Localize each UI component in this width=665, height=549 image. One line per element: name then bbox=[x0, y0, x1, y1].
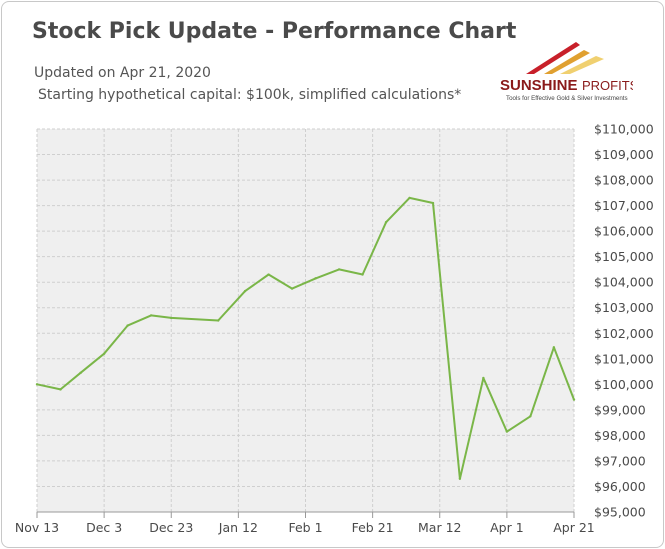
data-point bbox=[572, 398, 576, 401]
y-tick-label: $108,000 bbox=[594, 173, 654, 188]
data-point bbox=[458, 477, 462, 481]
chart-subtitle-date: Updated on Apr 21, 2020 bbox=[34, 65, 211, 81]
y-tick-label: $96,000 bbox=[594, 479, 646, 494]
x-tick-label: Jan 12 bbox=[218, 520, 258, 535]
chart-subtitle-capital: Starting hypothetical capital: $100k, si… bbox=[38, 87, 462, 103]
y-tick-label: $103,000 bbox=[594, 300, 654, 315]
series-layer bbox=[35, 196, 576, 481]
data-point bbox=[505, 430, 509, 433]
x-tick-label: Apr 21 bbox=[553, 520, 595, 535]
y-tick-label: $110,000 bbox=[594, 122, 654, 137]
data-point bbox=[384, 220, 388, 224]
x-tick-label: Feb 1 bbox=[288, 520, 322, 535]
y-tick-label: $109,000 bbox=[594, 147, 654, 162]
y-tick-label: $104,000 bbox=[594, 275, 654, 290]
grid-layer bbox=[36, 128, 575, 513]
data-point bbox=[408, 196, 411, 200]
x-tick-label: Mar 12 bbox=[418, 520, 461, 535]
y-tick-label: $106,000 bbox=[594, 224, 654, 239]
x-tick-label: Dec 23 bbox=[149, 520, 193, 535]
data-point bbox=[35, 383, 39, 386]
data-point bbox=[217, 319, 220, 322]
y-tick-label: $102,000 bbox=[594, 326, 654, 341]
x-tick-label: Apr 1 bbox=[490, 520, 524, 535]
data-point bbox=[149, 314, 153, 317]
logo-brand-bold: SUNSHINE bbox=[500, 77, 578, 94]
data-point bbox=[482, 376, 485, 380]
x-axis: Nov 13 Dec 3 Dec 23 Jan 12 Feb 1 Feb 21 Mar 12… bbox=[15, 511, 595, 535]
data-point bbox=[267, 273, 270, 276]
data-point bbox=[290, 287, 294, 290]
y-tick-label: $95,000 bbox=[594, 505, 646, 520]
sunshine-profits-logo: SUNSHINE PROFITS Tools for Effective Gol… bbox=[500, 42, 633, 102]
data-point bbox=[126, 324, 129, 327]
y-axis: $95,000 $96,000 $97,000 $98,000 $99,000 $100,… bbox=[594, 122, 654, 520]
y-tick-label: $107,000 bbox=[594, 198, 654, 213]
y-tick-label: $97,000 bbox=[594, 453, 646, 468]
y-tick-label: $98,000 bbox=[594, 428, 646, 443]
data-point bbox=[337, 268, 341, 271]
y-tick-label: $105,000 bbox=[594, 249, 654, 264]
data-point bbox=[552, 346, 556, 349]
data-point bbox=[314, 277, 317, 280]
data-point bbox=[529, 415, 532, 418]
logo-tagline: Tools for Effective Gold & Silver Invest… bbox=[506, 95, 628, 102]
chart-title: Stock Pick Update - Performance Chart bbox=[32, 19, 517, 44]
y-tick-label: $101,000 bbox=[594, 351, 654, 366]
logo-brand-light: PROFITS bbox=[582, 78, 633, 93]
data-point bbox=[170, 316, 173, 320]
logo-swoosh-red bbox=[526, 42, 580, 74]
data-point bbox=[79, 371, 82, 375]
data-point bbox=[243, 289, 247, 293]
y-tick-label: $99,000 bbox=[594, 402, 646, 417]
data-point bbox=[102, 352, 106, 355]
data-point bbox=[361, 273, 364, 276]
x-tick-label: Feb 21 bbox=[352, 520, 394, 535]
y-tick-label: $100,000 bbox=[594, 377, 654, 392]
logo-swoosh-yellow bbox=[560, 56, 604, 74]
logo-swoosh-orange bbox=[544, 50, 590, 74]
x-tick-label: Nov 13 bbox=[15, 520, 59, 535]
x-tick-label: Dec 3 bbox=[86, 520, 122, 535]
data-point bbox=[59, 388, 62, 391]
data-point bbox=[431, 201, 435, 205]
